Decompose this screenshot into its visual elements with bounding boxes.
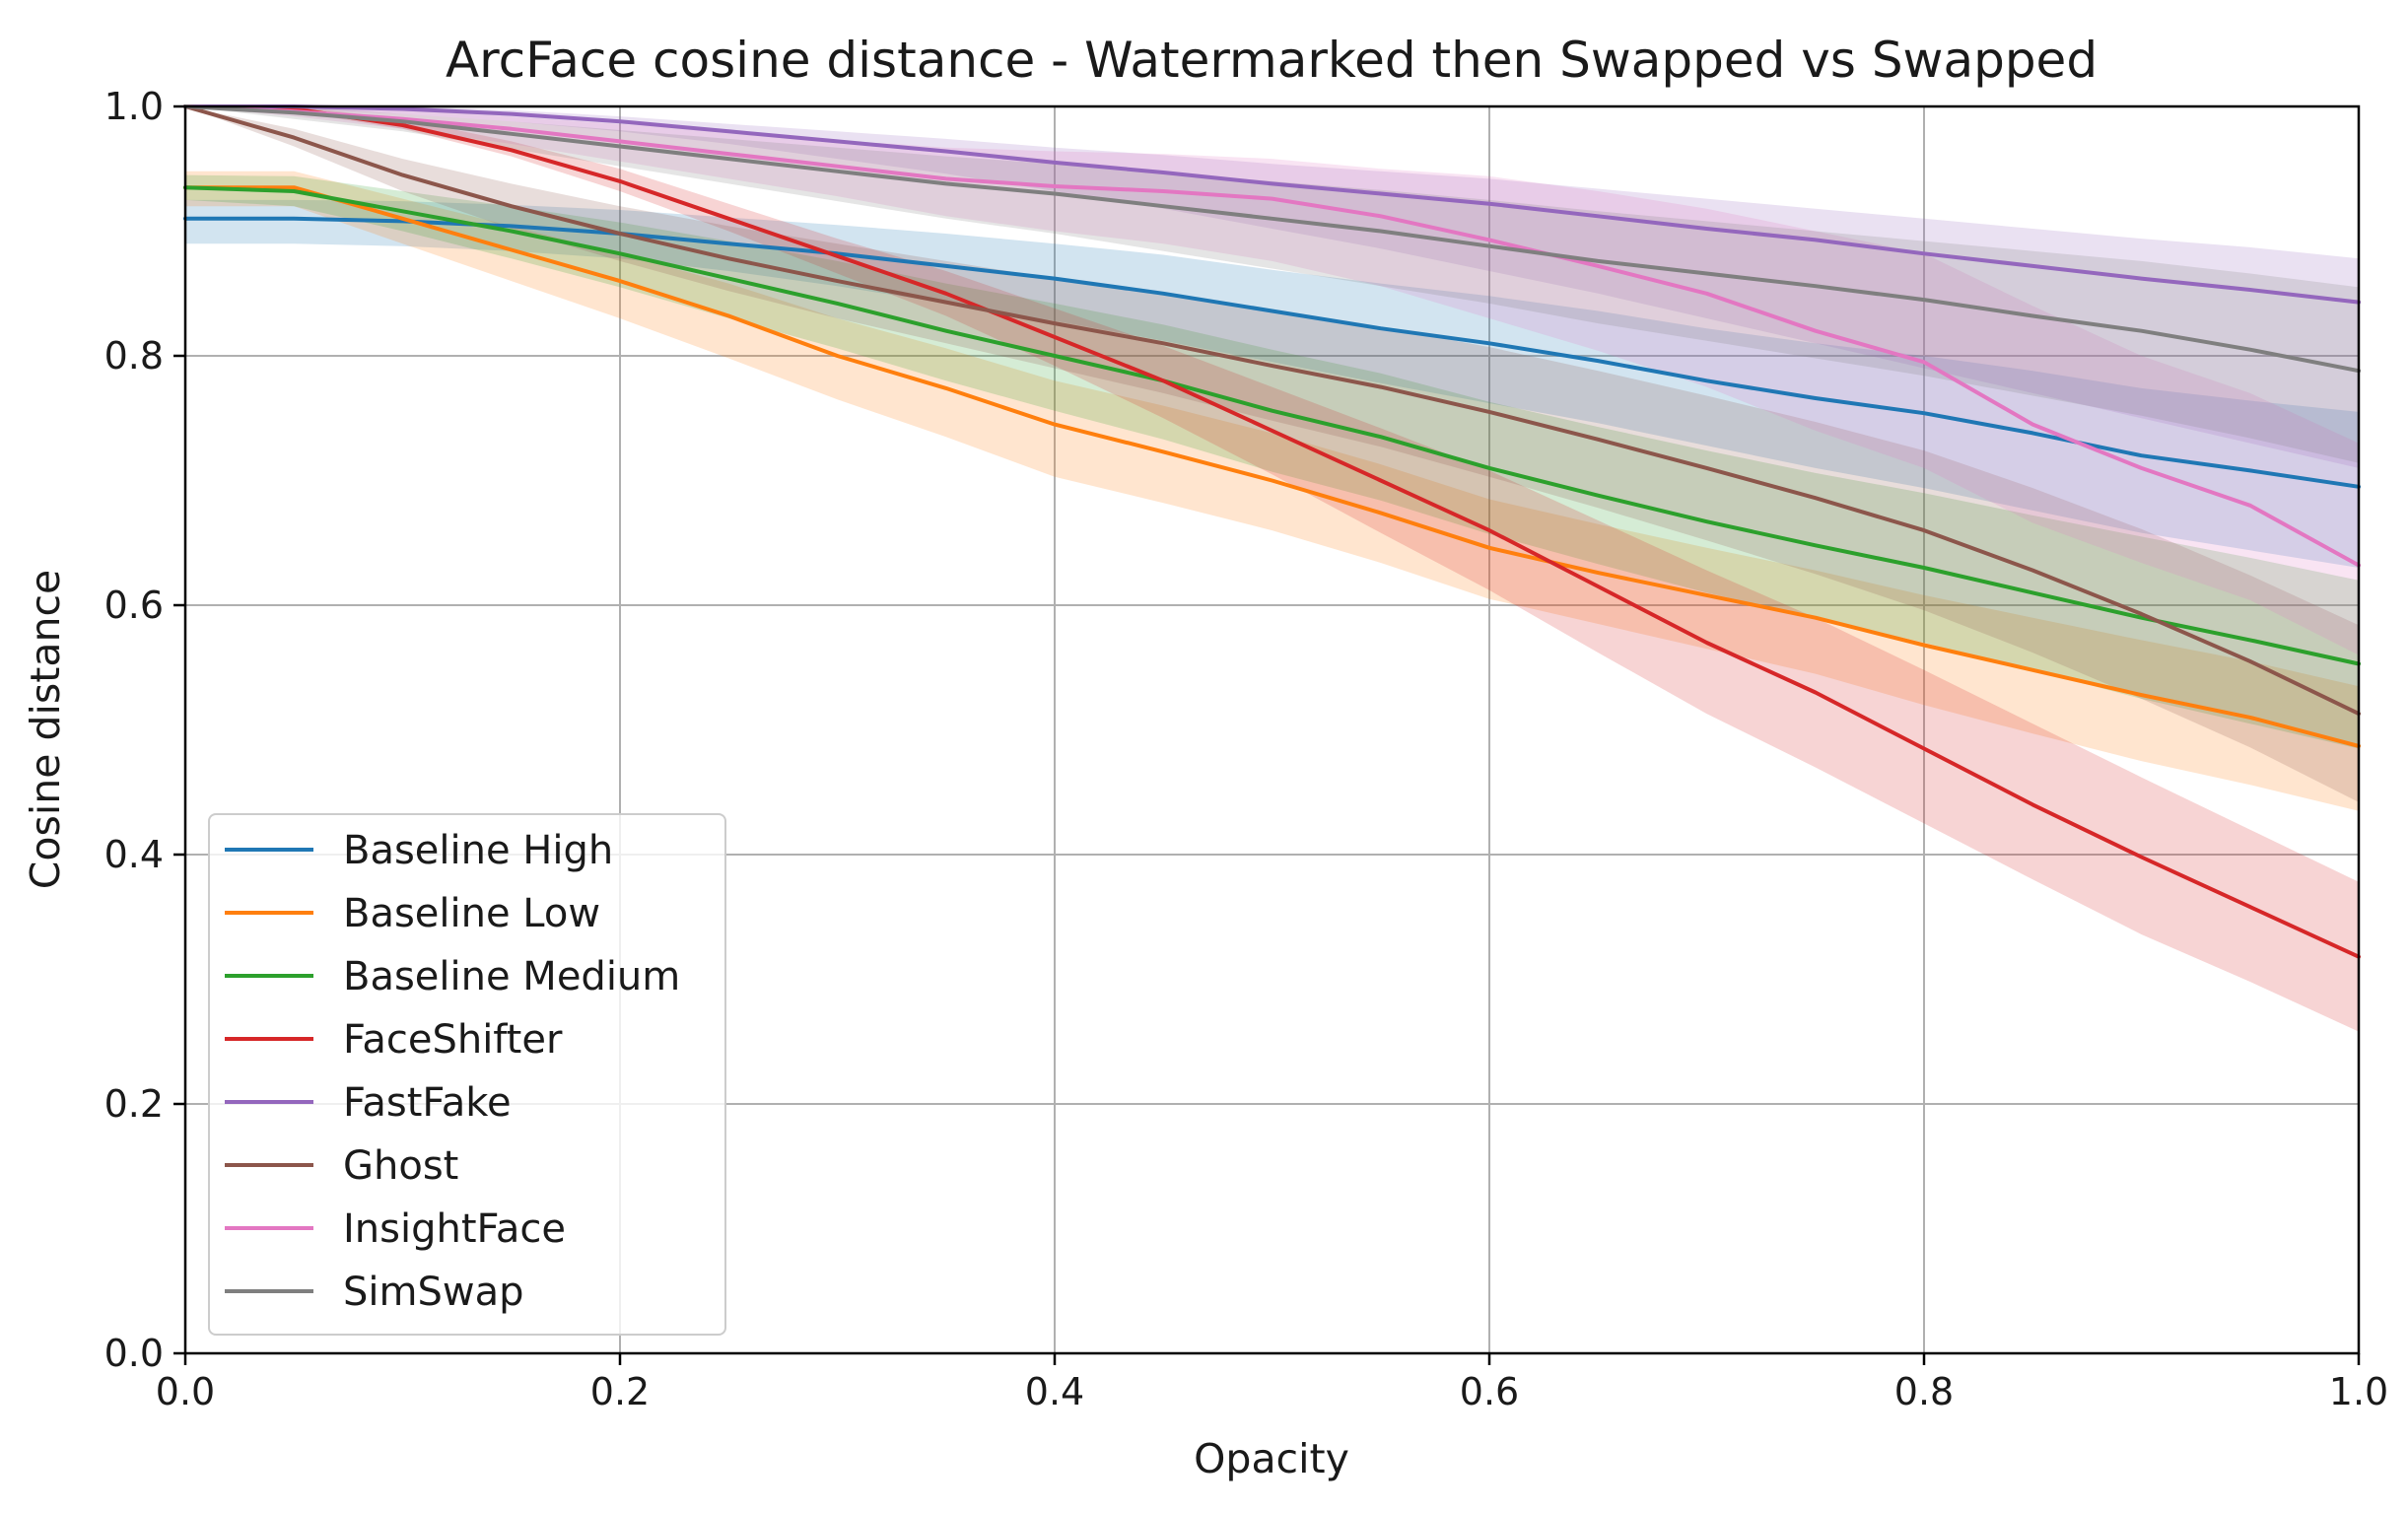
x-tick-label: 0.0 bbox=[156, 1370, 215, 1413]
x-tick-label: 0.2 bbox=[590, 1370, 650, 1413]
legend: Baseline High Baseline Low Baseline Medium… bbox=[208, 813, 726, 1336]
confidence-band bbox=[185, 174, 2359, 749]
chart-title: ArcFace cosine distance - Watermarked th… bbox=[446, 32, 2098, 89]
x-tick-label: 0.4 bbox=[1025, 1370, 1084, 1413]
y-tick-label: 0.0 bbox=[104, 1332, 164, 1375]
y-tick-label: 1.0 bbox=[104, 85, 164, 128]
legend-label: FastFake bbox=[343, 1080, 512, 1126]
series-line bbox=[183, 185, 2361, 666]
series-line bbox=[183, 104, 2361, 305]
plot-frame bbox=[183, 104, 2361, 1355]
confidence-band bbox=[185, 106, 2359, 468]
legend-label: Baseline Medium bbox=[343, 954, 680, 999]
confidence-band bbox=[185, 199, 2359, 568]
confidence-band bbox=[185, 106, 2359, 463]
confidence-band bbox=[185, 106, 2359, 655]
legend-label: FaceShifter bbox=[343, 1017, 563, 1063]
series-line bbox=[183, 216, 2361, 489]
series-lines bbox=[183, 104, 2361, 959]
confidence-band bbox=[185, 171, 2359, 811]
y-tick-label: 0.8 bbox=[104, 334, 164, 378]
legend-label: SimSwap bbox=[343, 1270, 523, 1315]
series-line bbox=[183, 104, 2361, 374]
series-line bbox=[183, 104, 2361, 717]
series-line bbox=[183, 104, 2361, 959]
axis-ticks: 0.0 0.2 0.4 0.6 0.8 1.0 0.0 0.2 0.4 0.6 0.8 1.0 bbox=[104, 85, 2389, 1413]
series-line bbox=[183, 104, 2361, 568]
legend-label: InsightFace bbox=[343, 1206, 566, 1252]
y-tick-label: 0.2 bbox=[104, 1082, 164, 1126]
x-tick-label: 0.6 bbox=[1460, 1370, 1519, 1413]
y-axis-label: Cosine distance bbox=[22, 570, 69, 889]
y-tick-label: 0.4 bbox=[104, 833, 164, 876]
legend-label: Baseline High bbox=[343, 828, 613, 873]
x-tick-label: 1.0 bbox=[2329, 1370, 2388, 1413]
legend-box bbox=[208, 813, 726, 1336]
x-axis-label: Opacity bbox=[1194, 1435, 1349, 1482]
y-tick-label: 0.6 bbox=[104, 584, 164, 627]
series-line bbox=[183, 185, 2361, 748]
legend-label: Ghost bbox=[343, 1143, 458, 1189]
x-tick-label: 0.8 bbox=[1894, 1370, 1954, 1413]
legend-label: Baseline Low bbox=[343, 891, 600, 936]
